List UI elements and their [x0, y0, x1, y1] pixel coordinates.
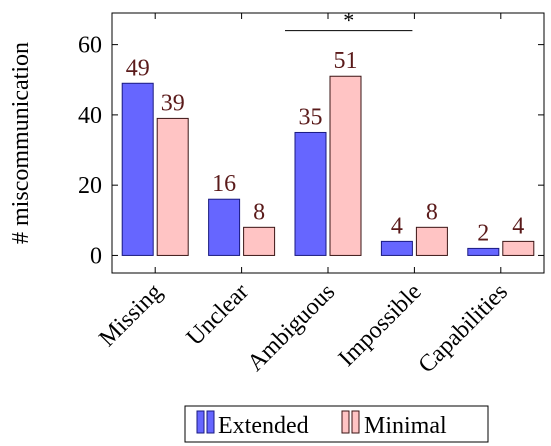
legend-label-extended: Extended [218, 413, 309, 439]
x-axis: Missing UnclearAmbiguousImpossibleCapabil… [94, 267, 513, 378]
data-label-minimal-ambiguous: 51 [334, 48, 358, 74]
top-tick-marks [154, 13, 502, 19]
bar-minimal-ambiguous [329, 75, 362, 256]
data-label-extended-ambiguous: 35 [299, 104, 323, 130]
bar-minimal-capabilities [502, 240, 535, 256]
data-label-minimal-impossible: 8 [426, 199, 438, 225]
y-axis-label: # miscommunication [8, 42, 34, 244]
legend-swatch-minimal [351, 410, 360, 434]
legend: Extended Minimal [184, 405, 489, 443]
bar-extended-ambiguous [294, 131, 327, 256]
x-tick-label-unclear: Unclear [182, 279, 254, 351]
y-axis: 0 20 40 60 [78, 33, 544, 269]
legend-label-minimal: Minimal [364, 413, 447, 439]
y-tick-label-20: 20 [78, 173, 102, 199]
significance-marker: * [343, 8, 354, 33]
data-label-extended-capabilities: 2 [477, 220, 489, 246]
bar-extended-impossible [380, 240, 413, 256]
bar-extended-capabilities [467, 247, 500, 256]
data-label-extended-missing: 49 [126, 55, 150, 81]
bar-minimal-unclear [243, 226, 276, 256]
legend-swatch-extended [206, 410, 215, 434]
data-label-minimal-missing: 39 [161, 90, 185, 116]
bar-minimal-missing [156, 117, 189, 256]
significance-annotation: * [285, 8, 413, 33]
x-tick-label-missing: Missing [94, 279, 167, 352]
bar-extended-missing [121, 82, 154, 256]
y-tick-label-40: 40 [78, 103, 102, 129]
x-tick-label-ambiguous: Ambiguous [243, 279, 341, 377]
data-label-minimal-unclear: 8 [253, 199, 265, 225]
data-label-minimal-capabilities: 4 [512, 213, 524, 239]
data-label-extended-impossible: 4 [391, 213, 403, 239]
data-label-extended-unclear: 16 [212, 171, 236, 197]
y-tick-label-60: 60 [78, 33, 102, 59]
legend-swatch-extended [196, 410, 205, 434]
y-tick-label-0: 0 [90, 243, 102, 269]
bars [121, 75, 535, 256]
bar-minimal-impossible [415, 226, 448, 256]
x-tick-label-impossible: Impossible [334, 279, 427, 372]
legend-swatch-minimal [341, 410, 350, 434]
x-tick-label-capabilities: Capabilities [414, 279, 513, 378]
bar-extended-unclear [208, 198, 241, 256]
